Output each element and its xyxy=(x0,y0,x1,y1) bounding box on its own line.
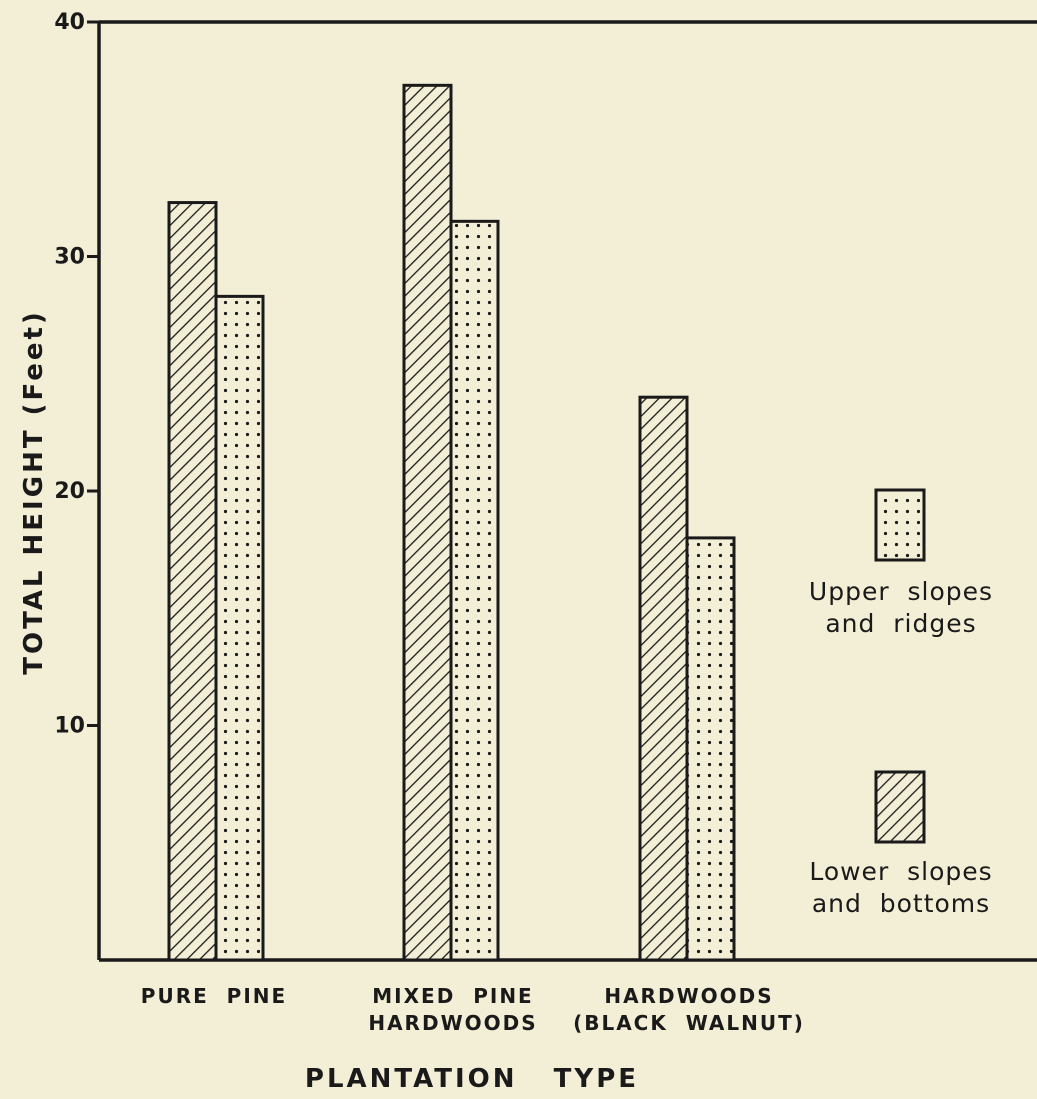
bar-lower-slopes-0 xyxy=(167,201,218,962)
y-ticks: 10 20 30 40 xyxy=(54,10,99,739)
bar-lower-slopes-2 xyxy=(638,395,689,962)
x-category-label: MIXED PINE xyxy=(372,984,533,1008)
legend-label: Lower slopes xyxy=(809,857,992,886)
x-category-label: PURE PINE xyxy=(141,984,287,1008)
x-category-label: (BLACK WALNUT) xyxy=(573,1011,805,1035)
legend-label: and ridges xyxy=(825,609,976,638)
bar-upper-slopes-2 xyxy=(685,536,736,962)
x-axis-title: PLANTATION TYPE xyxy=(305,1064,639,1094)
legend: Upper slopes and ridges Lower slopes and bo… xyxy=(809,488,993,918)
legend-swatch-dots xyxy=(874,488,926,562)
legend-label: Upper slopes xyxy=(809,577,993,606)
x-category-label: HARDWOODS xyxy=(368,1011,537,1035)
x-category-label: HARDWOODS xyxy=(604,984,773,1008)
y-tick-label: 10 xyxy=(54,714,85,739)
y-tick-label: 40 xyxy=(54,10,85,35)
y-axis-title: TOTAL HEIGHT (Feet) xyxy=(19,309,49,675)
bar-upper-slopes-0 xyxy=(214,294,265,962)
bar-lower-slopes-1 xyxy=(402,83,453,962)
bar-upper-slopes-1 xyxy=(449,219,500,962)
legend-swatch-hatch xyxy=(874,770,926,844)
legend-label: and bottoms xyxy=(812,889,990,918)
x-category-labels: PURE PINE MIXED PINE HARDWOODS HARDWOODS (BL… xyxy=(141,984,805,1035)
y-tick-label: 30 xyxy=(54,245,85,270)
y-tick-label: 20 xyxy=(54,479,85,504)
bars xyxy=(167,83,736,962)
